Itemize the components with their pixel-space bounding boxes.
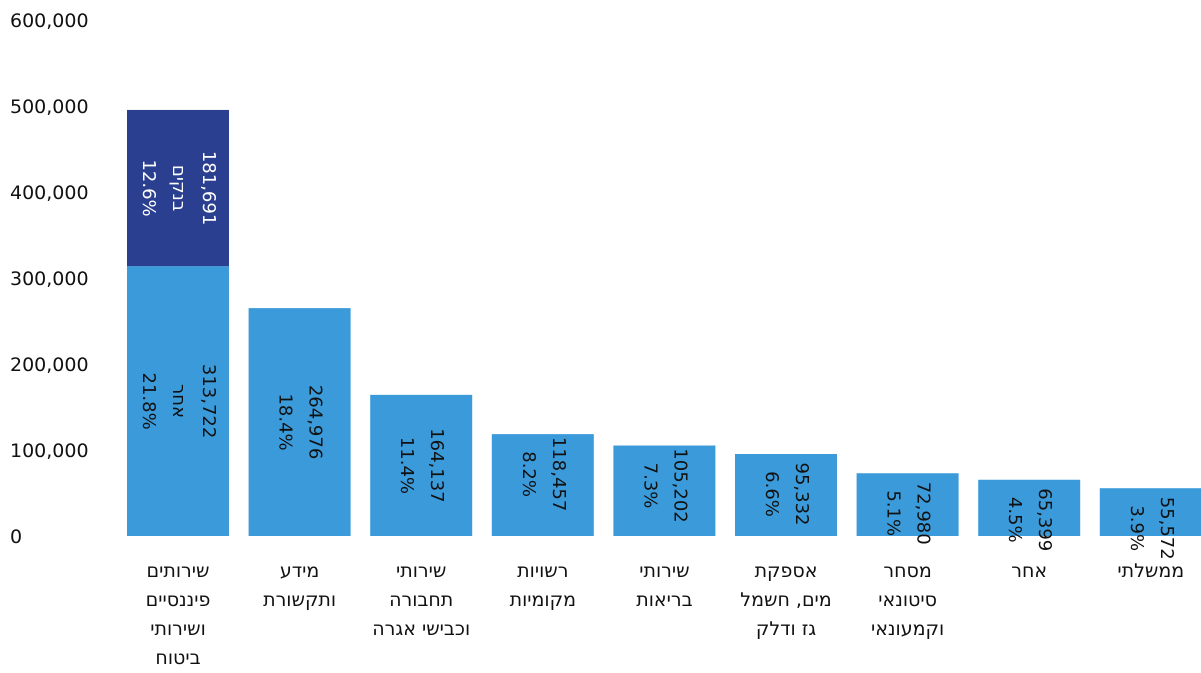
x-category-label: בריאות <box>636 589 692 611</box>
bar-segment-name-label: בנקים <box>168 165 189 211</box>
x-category-label: אחר <box>1011 560 1047 582</box>
bar-percent-label: 12.6% <box>138 159 159 216</box>
x-category-label: ביטוח <box>155 647 200 669</box>
x-category-label: פיננסיים <box>146 589 211 611</box>
bar-segment <box>856 473 959 536</box>
x-category-label: גז ודלק <box>756 618 816 640</box>
x-category-label: ושירותי <box>150 618 206 640</box>
y-tick-label: 600,000 <box>10 10 89 32</box>
bar-segment <box>491 434 594 536</box>
y-tick-label: 400,000 <box>10 182 89 204</box>
y-tick-label: 500,000 <box>10 96 89 118</box>
bar-value-label: 105,202 <box>669 448 690 522</box>
bar-percent-label: 3.9% <box>1126 505 1147 551</box>
bar-segment <box>1099 488 1201 536</box>
bar-value-label: 164,137 <box>426 428 447 502</box>
bar-segment <box>127 266 229 536</box>
bar-value-label: 118,457 <box>548 437 569 511</box>
bar-value-label: 95,332 <box>791 463 812 526</box>
x-category-label: אספקת <box>755 560 818 582</box>
bar-percent-label: 5.1% <box>883 490 904 536</box>
y-tick-label: 300,000 <box>10 268 89 290</box>
x-category-label: שירותים <box>147 560 210 582</box>
bar-segment-name-label: אחר <box>168 384 189 418</box>
x-category-label: תחבורה <box>389 589 453 611</box>
bar-value-label: 65,399 <box>1034 488 1055 551</box>
bar-value-label: 264,976 <box>305 385 326 459</box>
bar-segment <box>613 445 716 536</box>
x-category-label: וקמעונאי <box>871 618 944 640</box>
bar-segment <box>370 394 473 536</box>
bar-percent-label: 8.2% <box>518 451 539 497</box>
x-category-label: רשויות <box>517 560 568 582</box>
bar-segment <box>978 479 1081 536</box>
bar-value-label: 181,691 <box>198 151 219 225</box>
x-category-label: ממשלתי <box>1117 560 1184 582</box>
bar-percent-label: 18.4% <box>275 393 296 450</box>
x-category-label: מים, חשמל <box>740 589 831 611</box>
y-tick-label: 0 <box>10 526 22 548</box>
x-category-label: ותקשורת <box>263 589 336 611</box>
bar-segment <box>735 454 837 536</box>
x-category-label: סיטונאי <box>878 589 937 611</box>
bar-segment <box>127 109 229 267</box>
x-category-label: מסחר <box>883 560 931 582</box>
x-category-label: מקומיות <box>510 589 576 611</box>
x-category-label: שירותי <box>396 560 446 582</box>
bar-percent-label: 4.5% <box>1004 497 1025 543</box>
bar-percent-label: 21.8% <box>138 373 159 430</box>
bar-percent-label: 6.6% <box>761 471 782 517</box>
y-tick-label: 200,000 <box>10 354 89 376</box>
y-tick-label: 100,000 <box>10 440 89 462</box>
bar-value-label: 55,572 <box>1156 497 1177 560</box>
bar-value-label: 72,980 <box>913 482 934 545</box>
x-category-label: וכבישי אגרה <box>372 618 470 640</box>
bar-value-label: 313,722 <box>198 364 219 438</box>
x-category-label: שירותי <box>639 560 689 582</box>
x-category-label: מידע <box>280 560 319 582</box>
bar-percent-label: 11.4% <box>396 437 417 494</box>
bar-percent-label: 7.3% <box>639 463 660 509</box>
bar-segment <box>248 308 351 536</box>
